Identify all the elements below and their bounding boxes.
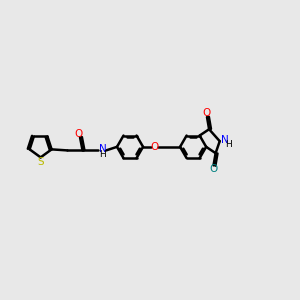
Text: O: O [209,164,217,174]
Text: S: S [37,157,44,167]
Text: O: O [151,142,159,152]
Text: O: O [203,108,211,118]
Text: H: H [225,140,232,149]
Text: H: H [100,150,106,159]
Text: N: N [99,144,107,154]
Text: N: N [221,135,229,145]
Text: O: O [75,129,83,139]
